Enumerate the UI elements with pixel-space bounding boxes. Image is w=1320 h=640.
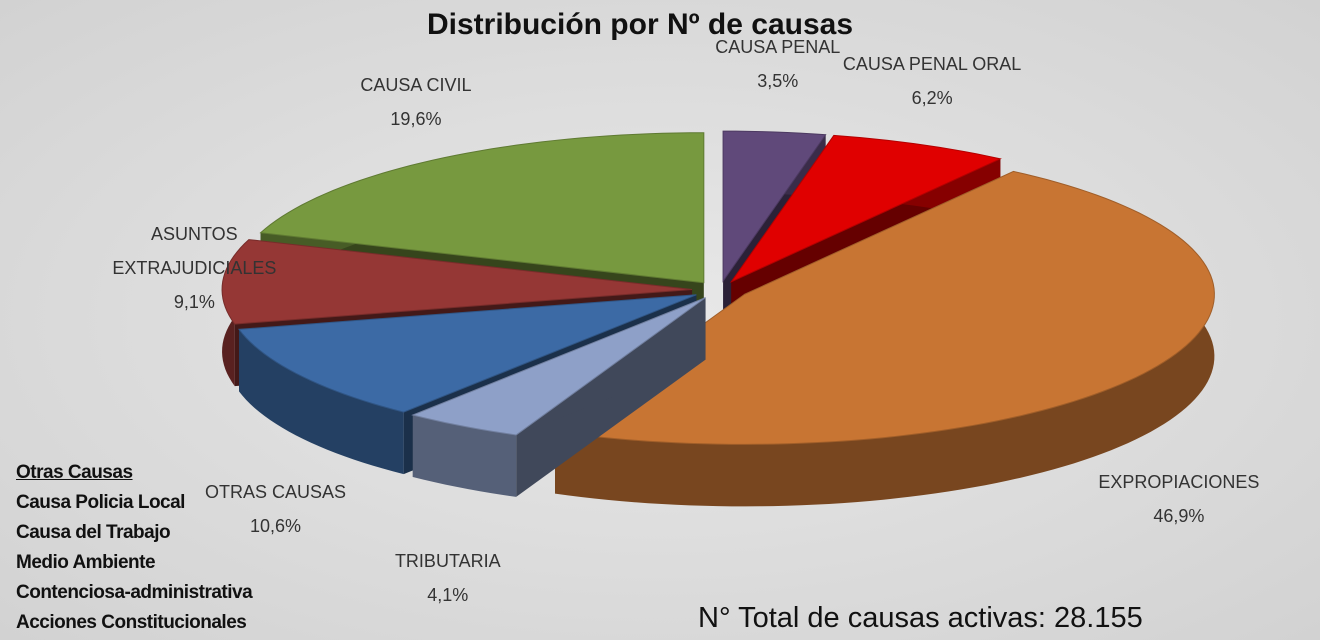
slice-label: ASUNTOS EXTRAJUDICIALES 9,1% bbox=[74, 217, 314, 319]
total-label: N° Total de causas activas: 28.155 bbox=[698, 602, 1143, 634]
slice-wall bbox=[555, 171, 1215, 507]
value-label: 9,1% bbox=[173, 292, 215, 313]
slice-label: EXPROPIACIONES 46,9% bbox=[1059, 465, 1299, 533]
slice-wall bbox=[412, 415, 517, 497]
category-label: ASUNTOS EXTRAJUDICIALES bbox=[112, 224, 277, 279]
slice-top bbox=[238, 294, 697, 413]
pie-slice bbox=[411, 297, 706, 497]
slice-top bbox=[553, 170, 1215, 445]
note-item: Contenciosa-administrativa bbox=[16, 582, 253, 603]
category-label: CAUSA CIVIL bbox=[360, 75, 472, 96]
slice-label: CAUSA CIVIL 19,6% bbox=[296, 68, 536, 136]
slice-top bbox=[221, 239, 693, 325]
slice-top bbox=[259, 132, 705, 284]
slice-label: OTRAS CAUSAS 10,6% bbox=[156, 475, 396, 543]
note-item: Acciones Constitucionales bbox=[16, 612, 247, 633]
category-label: TRIBUTARIA bbox=[394, 551, 501, 572]
category-label: OTRAS CAUSAS bbox=[205, 481, 347, 502]
note-item: Medio Ambiente bbox=[16, 552, 156, 573]
value-label: 10,6% bbox=[250, 515, 302, 536]
slice-top bbox=[722, 130, 827, 283]
value-label: 4,1% bbox=[427, 585, 469, 606]
slice-label: CAUSA PENAL 3,5% bbox=[658, 30, 898, 98]
slice-wall bbox=[239, 329, 404, 475]
value-label: 3,5% bbox=[757, 70, 799, 91]
value-label: 19,6% bbox=[390, 109, 442, 130]
value-label: 6,2% bbox=[911, 87, 953, 108]
slice-top bbox=[411, 297, 706, 436]
note-item: Causa Policia Local bbox=[16, 492, 185, 513]
notes-title: Otras Causas bbox=[16, 462, 133, 483]
slice-label: CAUSA PENAL ORAL 6,2% bbox=[812, 47, 1052, 115]
category-label: CAUSA PENAL bbox=[715, 36, 841, 57]
value-label: 46,9% bbox=[1153, 505, 1205, 526]
chart-title: Distribución por Nº de causas bbox=[426, 8, 854, 41]
slice-top bbox=[729, 134, 1002, 284]
category-label: EXPROPIACIONES bbox=[1098, 471, 1260, 492]
category-label: CAUSA PENAL ORAL bbox=[842, 53, 1022, 74]
note-item: Causa del Trabajo bbox=[16, 522, 171, 543]
slice-label: TRIBUTARIA 4,1% bbox=[328, 544, 568, 612]
notes: Otras Causas Causa Policia Local Causa de… bbox=[16, 458, 253, 638]
